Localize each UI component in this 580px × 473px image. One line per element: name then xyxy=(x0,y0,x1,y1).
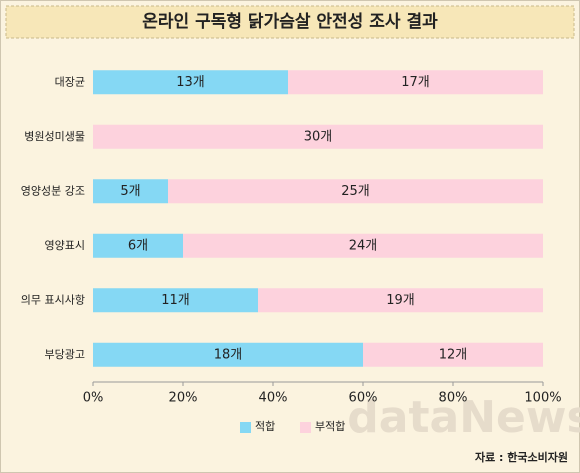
data-label: 19개 xyxy=(386,293,415,308)
x-tick-label: 100% xyxy=(524,391,561,406)
y-tick-label: 의무 표시사항 xyxy=(21,293,85,306)
x-tick-label: 20% xyxy=(169,391,198,406)
bar xyxy=(93,179,168,204)
x-tick-label: 60% xyxy=(349,391,378,406)
watermark: dataNews xyxy=(347,392,580,443)
legend-label: 적합 xyxy=(255,420,275,433)
bar xyxy=(258,288,543,313)
bar xyxy=(363,342,543,367)
bar xyxy=(288,70,543,95)
data-label: 17개 xyxy=(401,75,430,90)
y-tick-label: 영양성분 강조 xyxy=(21,184,85,197)
y-tick-label: 부당광고 xyxy=(45,348,85,361)
data-label: 24개 xyxy=(349,238,378,253)
x-tick-label: 40% xyxy=(259,391,288,406)
bar xyxy=(93,124,543,149)
data-label: 30개 xyxy=(304,129,333,144)
legend-swatch xyxy=(300,422,311,433)
data-label: 11개 xyxy=(161,293,190,308)
title-box xyxy=(5,5,575,39)
bar xyxy=(93,288,258,313)
data-label: 12개 xyxy=(439,347,468,362)
legend-label: 부적합 xyxy=(315,420,345,433)
bar xyxy=(93,233,183,258)
x-tick-label: 80% xyxy=(439,391,468,406)
data-label: 25개 xyxy=(341,184,370,199)
chart-title: 온라인 구독형 닭가슴살 안전성 조사 결과 xyxy=(142,11,438,32)
bar xyxy=(93,342,363,367)
x-tick-label: 0% xyxy=(83,391,104,406)
bar xyxy=(183,233,543,258)
source: 자료 : 한국소비자원 xyxy=(475,450,568,464)
y-tick-label: 병원성미생물 xyxy=(24,130,85,143)
data-label: 6개 xyxy=(128,238,148,253)
y-tick-label: 대장균 xyxy=(55,75,85,88)
data-label: 13개 xyxy=(176,75,205,90)
legend-swatch xyxy=(240,422,251,433)
bar xyxy=(93,70,288,95)
bar xyxy=(168,179,543,204)
data-label: 5개 xyxy=(120,184,140,199)
data-label: 18개 xyxy=(214,347,243,362)
y-tick-label: 영양표시 xyxy=(45,239,85,252)
